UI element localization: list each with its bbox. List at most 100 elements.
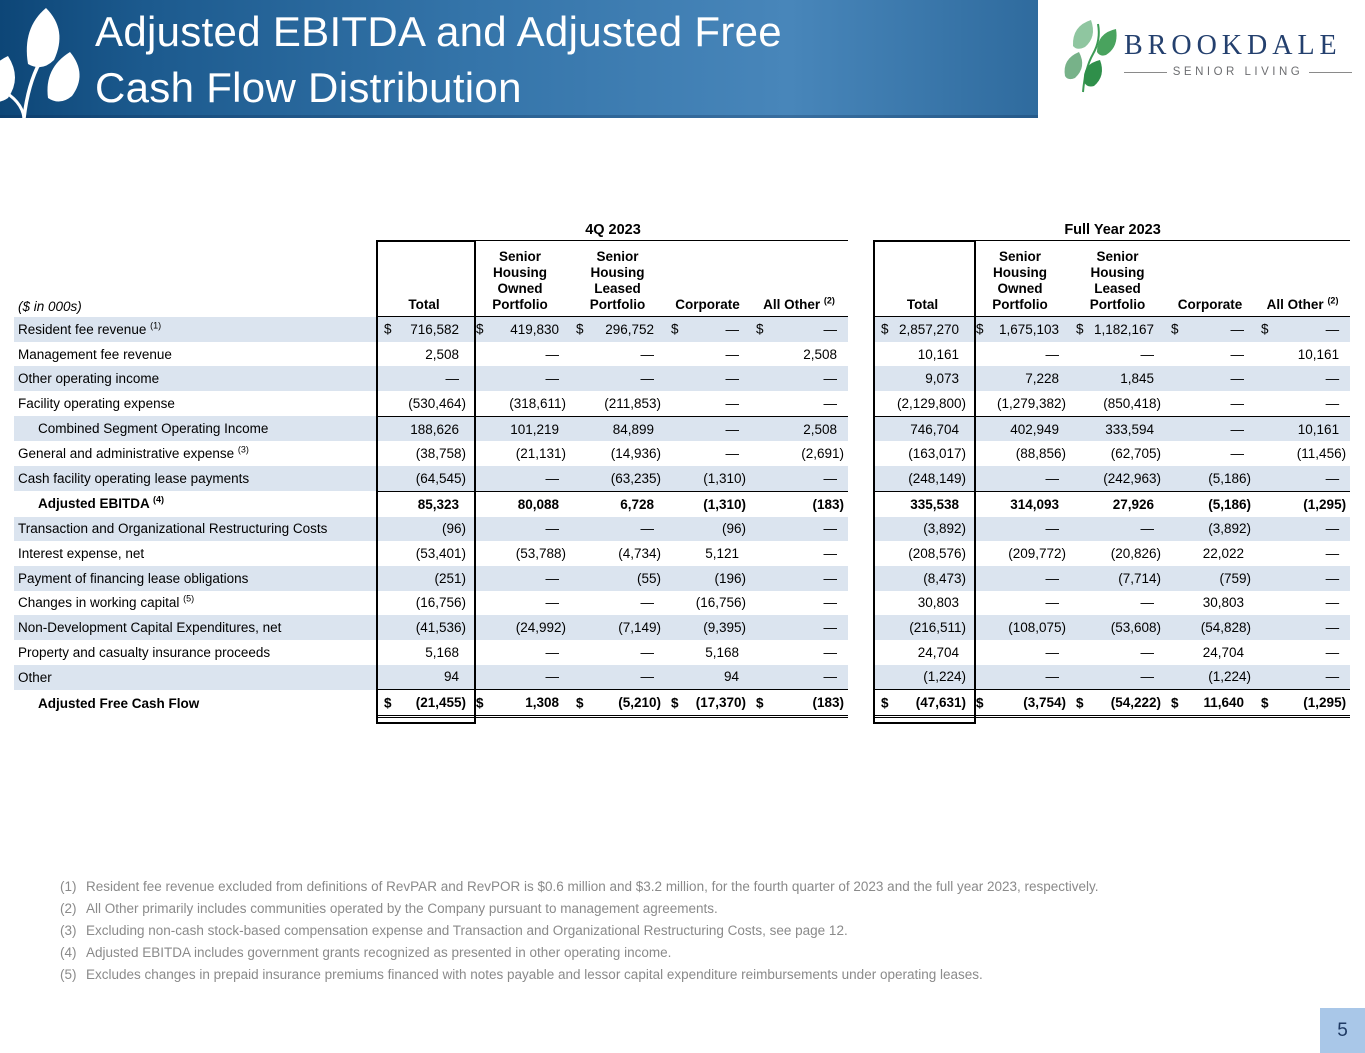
value-cell: $1,675,103 bbox=[970, 316, 1071, 342]
value-cell: $11,640 bbox=[1165, 689, 1256, 718]
section-header-row: 4Q 2023 Full Year 2023 bbox=[14, 220, 1351, 241]
value-cell: — bbox=[570, 664, 665, 690]
value-cell: (183) bbox=[750, 490, 849, 517]
currency-symbol: $ bbox=[576, 321, 584, 337]
value-cell: — bbox=[750, 466, 849, 492]
value-cell: — bbox=[570, 516, 665, 542]
value-cell: 335,538 bbox=[875, 490, 971, 517]
value-cell: $ (47,631) bbox=[875, 689, 971, 718]
value-cell: 85,323 bbox=[378, 490, 470, 517]
value-cell: 10,161 bbox=[917, 346, 960, 362]
value-cell: (21,131) bbox=[515, 446, 566, 462]
value-cell: — bbox=[640, 644, 655, 660]
value-cell: $ (3,754) bbox=[970, 689, 1071, 718]
value-cell: (163,017) bbox=[908, 446, 967, 462]
value-cell: (196) bbox=[665, 565, 750, 591]
row-label: Interest expense, net bbox=[18, 546, 145, 562]
tagline-left-rule bbox=[1124, 71, 1167, 73]
value-cell: — bbox=[725, 446, 740, 462]
row-label: General and administrative expense (3) bbox=[18, 444, 249, 462]
value-cell: 2,508 bbox=[803, 346, 838, 362]
currency-symbol: $ bbox=[1261, 321, 1269, 337]
value-cell: (1,279,382) bbox=[996, 395, 1067, 411]
value-cell: (4,734) bbox=[618, 546, 661, 562]
currency-symbol: $ bbox=[671, 321, 679, 337]
footnote-text: All Other primarily includes communities… bbox=[86, 901, 718, 916]
currency-symbol: $ bbox=[1076, 321, 1084, 337]
value-cell: — bbox=[1140, 346, 1155, 362]
value-cell: — bbox=[665, 366, 750, 392]
column-header-row: ($ in 000s) Total Senior Housing Owned P… bbox=[14, 240, 1351, 317]
tagline-label: SENIOR LIVING bbox=[1172, 66, 1304, 78]
value-cell: (2,129,800) bbox=[896, 395, 967, 411]
page-number-badge: 5 bbox=[1320, 1008, 1365, 1053]
value-cell: — bbox=[1325, 395, 1340, 411]
value-cell: — bbox=[1325, 644, 1340, 660]
row-label: Cash facility operating lease payments bbox=[14, 466, 378, 492]
value-cell: — bbox=[823, 395, 838, 411]
value-cell: $ — bbox=[1165, 316, 1256, 342]
value-cell: — bbox=[1230, 395, 1245, 411]
value-cell: (251) bbox=[378, 565, 470, 591]
value-cell: — bbox=[470, 516, 570, 542]
value-cell: $1,308 bbox=[470, 689, 570, 718]
section-gap bbox=[848, 491, 875, 516]
value-cell: — bbox=[545, 346, 560, 362]
value-cell: 24,704 bbox=[917, 644, 960, 660]
value-cell: — bbox=[725, 395, 740, 411]
value-cell: (3,892) bbox=[1165, 516, 1256, 542]
value-cell: $ (17,370) bbox=[665, 689, 750, 718]
value-cell: (41,536) bbox=[378, 615, 470, 640]
value-cell: — bbox=[1230, 346, 1245, 362]
value-cell: (1,224) bbox=[1165, 664, 1256, 690]
value-cell: (5,186) bbox=[1165, 490, 1256, 517]
section-gap bbox=[848, 640, 875, 665]
currency-symbol: $ bbox=[976, 695, 984, 711]
value-cell: — bbox=[1165, 415, 1256, 442]
value-cell: (64,545) bbox=[378, 466, 470, 492]
footnote: (1) Resident fee revenue excluded from de… bbox=[60, 876, 1310, 898]
label-column-spacer bbox=[14, 220, 378, 241]
row-label: Adjusted Free Cash Flow bbox=[38, 695, 200, 711]
section-gap bbox=[848, 690, 875, 717]
value-cell: 30,803 bbox=[1202, 595, 1245, 611]
currency-symbol: $ bbox=[476, 321, 484, 337]
value-cell: — bbox=[1255, 615, 1351, 640]
section-gap bbox=[848, 391, 875, 416]
value-cell: (38,758) bbox=[415, 446, 466, 462]
section-gap bbox=[848, 220, 875, 241]
currency-symbol: $ bbox=[671, 695, 679, 711]
value-cell: 7,228 bbox=[970, 366, 1071, 392]
value-cell: — bbox=[823, 546, 838, 562]
value-cell: — bbox=[640, 595, 655, 611]
value-cell: — bbox=[545, 644, 560, 660]
value-cell: (11,456) bbox=[1296, 446, 1347, 462]
value-cell: (850,418) bbox=[1103, 395, 1162, 411]
value-cell: (318,611) bbox=[509, 395, 566, 411]
currency-symbol: $ bbox=[976, 321, 984, 337]
value-cell: $ — bbox=[1255, 316, 1351, 342]
banner-leaf-icon bbox=[0, 8, 80, 118]
value-cell: (53,788) bbox=[515, 546, 566, 562]
value-cell: (20,826) bbox=[1110, 546, 1162, 562]
value-cell: (209,772) bbox=[1008, 546, 1067, 562]
value-cell: $ (5,210) bbox=[570, 689, 665, 718]
value-cell: 94 bbox=[665, 664, 750, 690]
footnote-number: (2) bbox=[60, 901, 77, 916]
value-cell: 402,949 bbox=[970, 415, 1071, 442]
col-header-fy-leased: Senior Housing Leased Portfolio bbox=[1070, 240, 1166, 317]
value-cell: — bbox=[823, 595, 838, 611]
value-cell: — bbox=[665, 415, 750, 442]
section-gap bbox=[848, 241, 875, 317]
table-row: Adjusted EBITDA (4) 85,323 80,088 6,728 (1,3… bbox=[14, 490, 1351, 517]
value-cell: 6,728 bbox=[570, 490, 665, 517]
table-row: Changes in working capital (5) (16,756) — —… bbox=[14, 591, 1350, 616]
currency-symbol: $ bbox=[881, 695, 889, 711]
value-cell: — bbox=[970, 664, 1071, 690]
value-cell: — bbox=[750, 664, 849, 690]
table-row: Payment of financing lease obligations (2… bbox=[14, 565, 1351, 591]
units-label: ($ in 000s) bbox=[18, 298, 82, 314]
value-cell: 188,626 bbox=[378, 415, 470, 442]
section-gap bbox=[848, 317, 875, 342]
value-cell: (216,511) bbox=[875, 615, 971, 640]
